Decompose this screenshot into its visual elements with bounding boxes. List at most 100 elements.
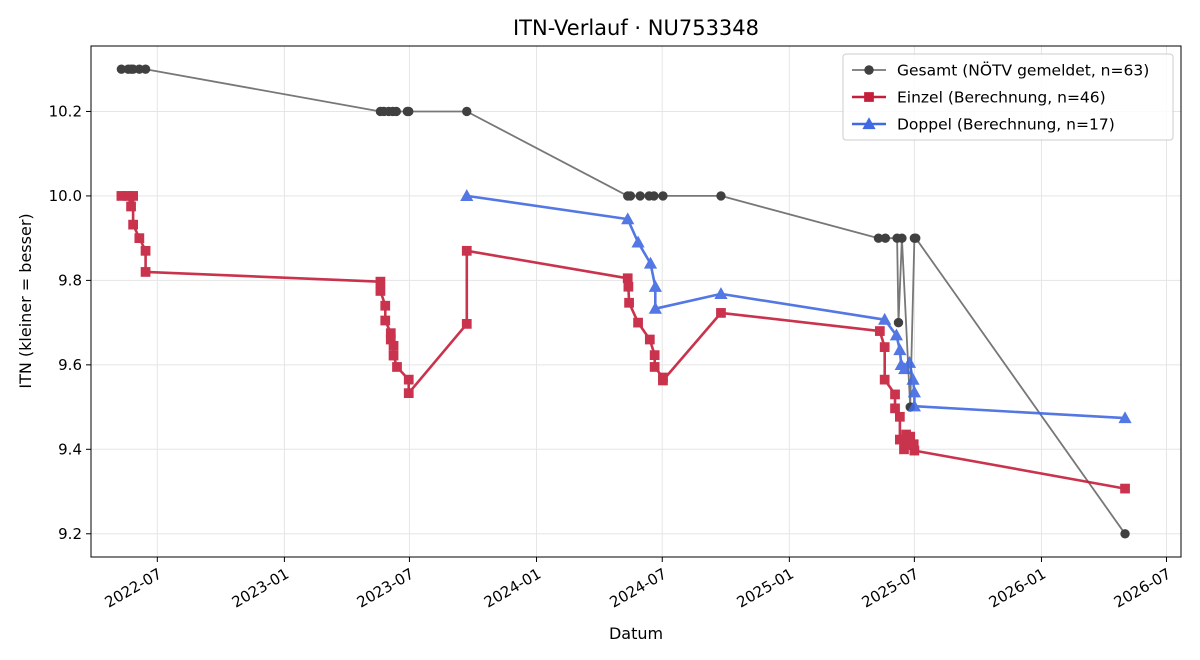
data-point-einzel xyxy=(622,273,633,284)
data-point-einzel xyxy=(716,308,726,318)
data-point-einzel xyxy=(126,201,136,212)
legend-item-doppel: Doppel (Berechnung, n=17) xyxy=(852,116,1115,134)
data-point-doppel xyxy=(460,189,474,202)
data-point-doppel xyxy=(643,256,658,269)
plot-frame xyxy=(90,45,1182,558)
x-tick-label: 2024-01 xyxy=(481,565,544,612)
data-point-einzel xyxy=(644,334,655,345)
data-point-gesamt xyxy=(1120,529,1130,539)
data-point-doppel xyxy=(621,212,635,225)
legend-label-einzel: Einzel (Berechnung, n=46) xyxy=(897,89,1106,107)
data-point-einzel xyxy=(375,276,386,287)
data-point-gesamt xyxy=(391,106,402,117)
data-point-gesamt xyxy=(625,191,636,201)
data-point-einzel xyxy=(134,233,145,244)
data-point-einzel xyxy=(890,403,900,414)
data-point-einzel xyxy=(140,267,151,277)
y-axis-label: ITN (kleiner = besser) xyxy=(16,213,35,388)
data-point-einzel xyxy=(633,317,643,328)
data-point-einzel xyxy=(388,350,399,361)
data-point-einzel xyxy=(879,374,890,385)
data-point-einzel xyxy=(140,245,151,256)
data-point-einzel xyxy=(1120,483,1130,494)
data-point-einzel xyxy=(388,340,399,351)
data-point-einzel xyxy=(392,362,402,372)
data-point-gesamt xyxy=(462,106,472,117)
data-point-einzel xyxy=(128,219,139,230)
data-point-doppel xyxy=(714,287,728,299)
data-point-doppel xyxy=(648,279,662,292)
x-tick-label: 2025-07 xyxy=(859,565,922,612)
data-point-doppel xyxy=(907,385,921,398)
y-axis: 9.2 9.4 9.6 9.8 10.0 10.2 xyxy=(49,102,91,543)
data-point-einzel xyxy=(649,362,660,372)
legend-marker-einzel xyxy=(864,92,874,102)
data-point-einzel xyxy=(894,411,905,422)
y-tick-label: 9.8 xyxy=(58,271,82,289)
legend-label-gesamt: Gesamt (NÖTV gemeldet, n=63) xyxy=(897,61,1149,80)
data-point-gesamt xyxy=(649,191,659,201)
legend: Gesamt (NÖTV gemeldet, n=63) Einzel (Bere… xyxy=(842,53,1174,141)
x-axis-label: Datum xyxy=(609,624,663,643)
data-point-einzel xyxy=(890,389,900,400)
data-point-einzel xyxy=(624,297,634,308)
x-tick-label: 2026-01 xyxy=(986,565,1049,612)
legend-marker-doppel xyxy=(862,117,876,130)
x-axis: 2022-07 2023-01 2023-07 2024-01 2024-07 2025-… xyxy=(102,557,1174,612)
data-point-einzel xyxy=(874,326,885,336)
data-point-doppel xyxy=(1118,411,1132,424)
legend-marker-gesamt xyxy=(864,65,874,75)
x-tick-label: 2022-07 xyxy=(102,565,165,612)
y-tick-label: 9.4 xyxy=(58,440,82,458)
data-point-gesamt xyxy=(893,317,904,328)
series-einzel xyxy=(116,191,1130,494)
x-tick-label: 2023-07 xyxy=(354,565,417,612)
data-point-doppel xyxy=(893,343,907,356)
data-point-gesamt xyxy=(635,191,645,201)
data-point-gesamt xyxy=(911,233,921,243)
series-line-doppel xyxy=(466,194,1126,420)
data-point-doppel xyxy=(907,399,921,412)
data-point-einzel xyxy=(909,445,920,456)
data-point-gesamt xyxy=(716,191,726,201)
x-tick-label: 2025-01 xyxy=(734,565,797,612)
data-point-doppel xyxy=(906,372,920,385)
data-point-einzel xyxy=(380,315,391,326)
data-point-doppel xyxy=(889,328,904,341)
data-point-einzel xyxy=(879,342,890,352)
data-point-einzel xyxy=(375,286,386,296)
data-point-einzel xyxy=(649,350,660,361)
y-tick-label: 10.0 xyxy=(49,187,82,205)
legend-box xyxy=(842,53,1174,141)
data-point-einzel xyxy=(623,281,634,292)
legend-label-doppel: Doppel (Berechnung, n=17) xyxy=(897,116,1115,134)
data-point-gesamt xyxy=(658,191,668,201)
data-point-einzel xyxy=(403,374,414,385)
chart-title: ITN-Verlauf · NU753348 xyxy=(513,16,759,40)
y-tick-label: 9.2 xyxy=(58,525,82,543)
y-tick-label: 10.2 xyxy=(49,102,82,120)
x-tick-label: 2024-07 xyxy=(607,565,670,612)
data-point-einzel xyxy=(380,300,391,311)
y-tick-label: 9.6 xyxy=(58,356,82,374)
series-line-einzel xyxy=(121,194,1126,490)
data-point-doppel xyxy=(878,312,892,325)
data-point-doppel xyxy=(902,355,917,368)
data-point-doppel xyxy=(898,362,912,375)
data-point-einzel xyxy=(403,388,414,399)
legend-item-gesamt: Gesamt (NÖTV gemeldet, n=63) xyxy=(852,61,1149,80)
series-layer xyxy=(116,64,1132,539)
data-point-doppel xyxy=(648,301,662,314)
data-point-einzel xyxy=(128,191,139,201)
data-point-doppel xyxy=(631,235,645,248)
x-tick-label: 2023-01 xyxy=(229,565,292,612)
data-point-einzel xyxy=(461,319,472,329)
x-tick-label: 2026-07 xyxy=(1111,565,1174,612)
data-point-gesamt xyxy=(880,233,891,243)
legend-item-einzel: Einzel (Berechnung, n=46) xyxy=(852,89,1106,107)
data-point-einzel xyxy=(461,245,472,256)
data-point-gesamt xyxy=(897,233,907,243)
data-point-gesamt xyxy=(140,64,151,74)
